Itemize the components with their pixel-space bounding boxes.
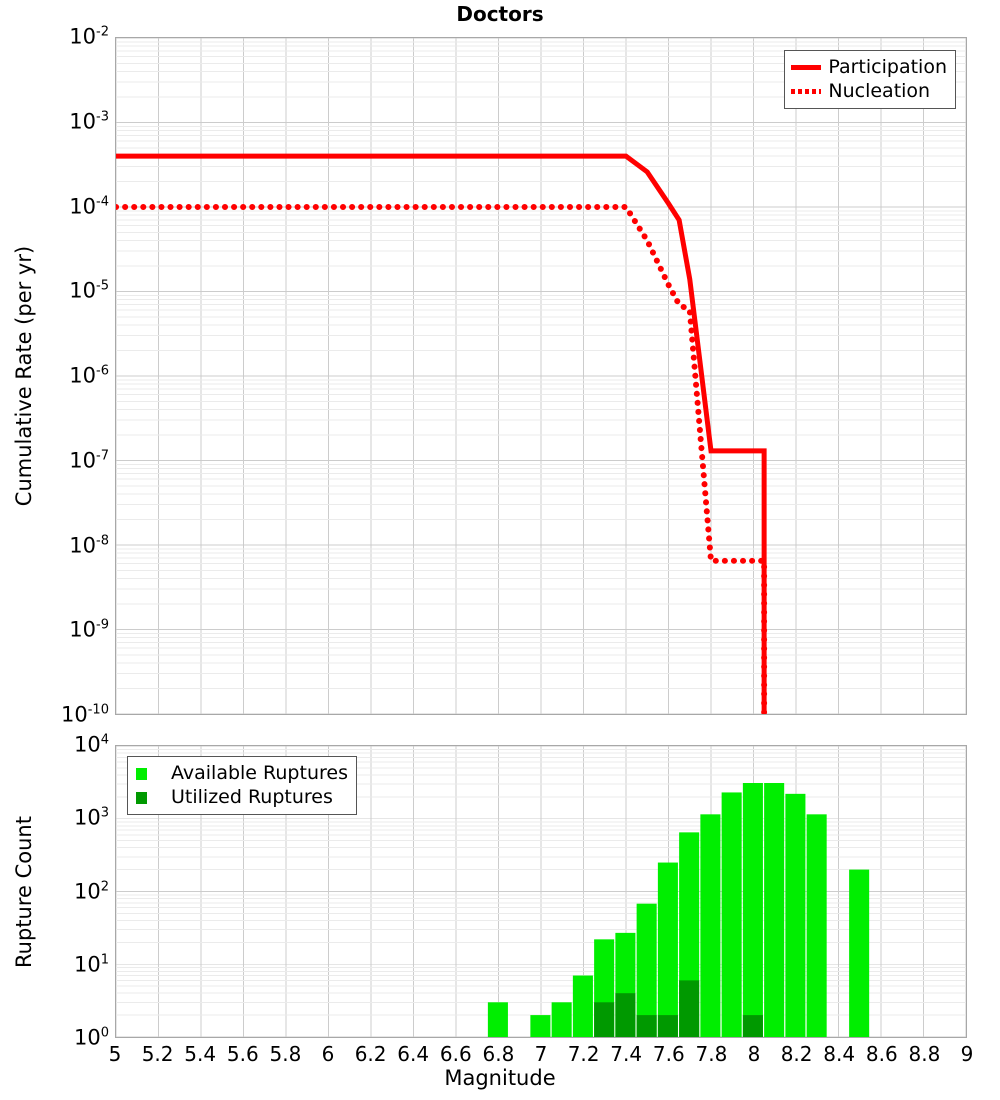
x-tick-label: 6.6 (440, 1042, 472, 1066)
bar-available (488, 1002, 508, 1037)
x-tick-label: 8 (748, 1042, 761, 1066)
x-tick-label: 7.2 (568, 1042, 600, 1066)
bottom-panel-y-axis-title: Rupture Count (12, 816, 36, 968)
bar-utilized (743, 1015, 763, 1037)
legend-item-available-ruptures[interactable]: Available Ruptures (134, 761, 348, 785)
bar-available (849, 870, 869, 1037)
x-tick-label: 5.6 (227, 1042, 259, 1066)
bar-utilized (637, 1015, 657, 1037)
y-tick-label: 100 (74, 1028, 109, 1049)
y-tick-label: 10-4 (69, 196, 109, 217)
bar-available (785, 794, 805, 1037)
x-tick-label: 5.2 (142, 1042, 174, 1066)
y-tick-label: 10-9 (69, 620, 109, 641)
legend-item-nucleation[interactable]: Nucleation (791, 79, 947, 103)
rupture-count-histogram: Available Ruptures Utilized Ruptures (115, 745, 967, 1038)
rate-curves (116, 38, 966, 714)
x-tick-label: 5 (109, 1042, 122, 1066)
x-tick-label: 7.6 (653, 1042, 685, 1066)
x-tick-label: 8.4 (823, 1042, 855, 1066)
legend-item-utilized-ruptures[interactable]: Utilized Ruptures (134, 785, 348, 809)
y-tick-label: 10-2 (69, 27, 109, 48)
top-panel-legend: Participation Nucleation (784, 50, 956, 109)
bar-available (700, 814, 720, 1037)
bar-available (722, 792, 742, 1037)
bottom-panel-legend: Available Ruptures Utilized Ruptures (127, 756, 357, 815)
x-tick-label: 8.2 (781, 1042, 813, 1066)
x-tick-label: 7 (535, 1042, 548, 1066)
bar-utilized (615, 993, 635, 1037)
x-tick-label: 9 (961, 1042, 974, 1066)
y-tick-label: 10-7 (69, 450, 109, 471)
bar-available (807, 814, 827, 1037)
legend-label-utilized-ruptures: Utilized Ruptures (171, 788, 333, 807)
bar-utilized (594, 1002, 614, 1037)
x-tick-label: 6.8 (482, 1042, 514, 1066)
x-tick-label: 7.8 (695, 1042, 727, 1066)
y-tick-label: 10-5 (69, 281, 109, 302)
y-tick-label: 10-6 (69, 366, 109, 387)
figure-title: Doctors (0, 2, 1000, 26)
y-tick-label: 10-3 (69, 111, 109, 132)
x-tick-label: 6.2 (355, 1042, 387, 1066)
y-tick-label: 103 (74, 808, 109, 829)
y-tick-label: 102 (74, 881, 109, 902)
utilized-ruptures-swatch-icon (134, 790, 164, 804)
legend-label-nucleation: Nucleation (828, 82, 930, 101)
y-tick-label: 104 (74, 735, 109, 756)
y-tick-label: 10-8 (69, 535, 109, 556)
x-tick-label: 5.8 (269, 1042, 301, 1066)
bar-available (764, 783, 784, 1037)
x-tick-label: 8.6 (866, 1042, 898, 1066)
bar-available (573, 976, 593, 1037)
legend-label-available-ruptures: Available Ruptures (171, 764, 348, 783)
x-tick-label: 7.4 (610, 1042, 642, 1066)
x-tick-label: 5.4 (184, 1042, 216, 1066)
bar-utilized (679, 980, 699, 1037)
curve-participation (116, 156, 764, 714)
legend-label-participation: Participation (828, 58, 947, 77)
bar-utilized (658, 1015, 678, 1037)
participation-line-icon (791, 60, 821, 74)
legend-item-participation[interactable]: Participation (791, 55, 947, 79)
available-ruptures-swatch-icon (134, 766, 164, 780)
x-tick-label: 6.4 (397, 1042, 429, 1066)
bar-available (743, 783, 763, 1037)
figure-root: Doctors Cumulative Rate (per yr) 10-2 10-… (0, 0, 1000, 1100)
bar-available (658, 863, 678, 1037)
bar-available (530, 1015, 550, 1037)
x-axis-title: Magnitude (0, 1066, 1000, 1090)
nucleation-line-icon (791, 84, 821, 98)
y-tick-label: 10-10 (61, 705, 109, 726)
x-tick-label: 6 (322, 1042, 335, 1066)
x-tick-label: 8.8 (908, 1042, 940, 1066)
top-panel-y-axis-title: Cumulative Rate (per yr) (12, 246, 36, 506)
y-tick-label: 101 (74, 954, 109, 975)
curve-nucleation (116, 207, 764, 714)
bar-available (552, 1002, 572, 1037)
top-plot-area (116, 38, 966, 714)
cumulative-rate-plot: Participation Nucleation (115, 37, 967, 715)
